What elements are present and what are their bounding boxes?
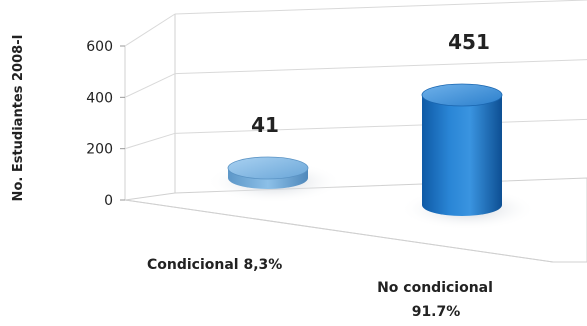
- gridline-side: [124, 73, 176, 98]
- category-label-2: No condicional: [377, 280, 493, 296]
- y-tick-label: 400: [86, 90, 113, 106]
- y-axis-ticks: 0 200 400 600: [86, 39, 125, 209]
- chart-3d-frame: [124, 14, 587, 263]
- y-tick-label: 600: [86, 39, 113, 55]
- data-labels-group: 41 451: [251, 30, 490, 137]
- y-axis-label: No. Estudiantes 2008-I: [11, 35, 26, 202]
- bars-group: [206, 83, 536, 230]
- data-label-2: 451: [448, 30, 490, 54]
- gridline-back: [174, 59, 587, 75]
- bar-2-body: [422, 95, 502, 216]
- floor-edge-front: [124, 199, 554, 263]
- category-label-1: Condicional 8,3%: [147, 257, 282, 273]
- data-label-1: 41: [251, 113, 279, 137]
- gridline-back: [174, 118, 587, 134]
- bar-2-top: [421, 83, 503, 107]
- bar-1-top: [227, 156, 309, 180]
- gridline-side: [124, 132, 176, 150]
- gridlines: [124, 0, 587, 150]
- gridline-side: [124, 13, 176, 47]
- gridline-back: [174, 0, 587, 15]
- category-percent-2: 91.7%: [412, 304, 461, 320]
- category-labels-group: Condicional 8,3% No condicional 91.7%: [147, 257, 493, 320]
- y-tick-label: 200: [86, 142, 113, 158]
- y-tick-label: 0: [104, 193, 113, 209]
